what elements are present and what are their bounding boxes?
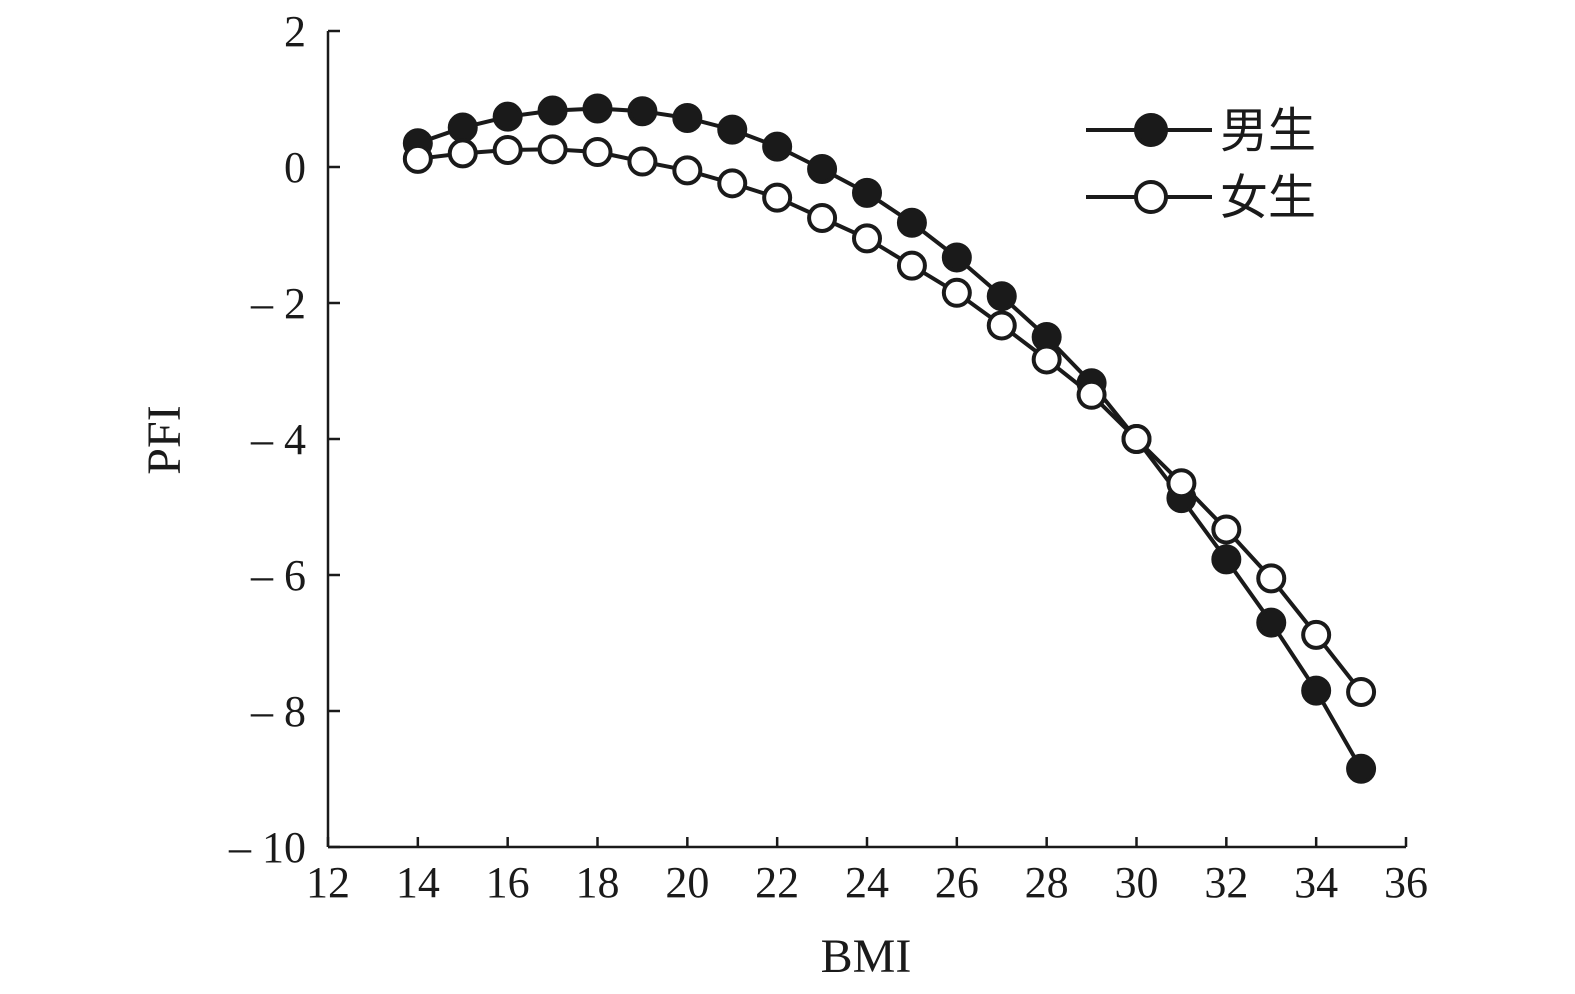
legend-marker [1134, 180, 1168, 214]
data-point [986, 281, 1017, 312]
data-point [762, 182, 793, 213]
data-point [1076, 379, 1107, 410]
y-axis-title: PFI [138, 405, 191, 474]
series-female [402, 134, 1377, 707]
legend-label: 男生 [1220, 105, 1316, 158]
x-tick-label: 14 [396, 858, 440, 907]
data-point [447, 138, 478, 169]
data-point [1121, 424, 1152, 454]
legend-marker [1134, 113, 1168, 147]
data-point [1211, 514, 1242, 545]
data-point [447, 112, 478, 143]
y-tick-label: – 10 [228, 823, 306, 872]
y-tick-label: – 4 [250, 415, 306, 464]
data-point [537, 134, 568, 165]
x-tick-label: 32 [1204, 858, 1248, 907]
data-point [627, 146, 658, 177]
x-tick-label: 36 [1384, 858, 1428, 907]
data-point [762, 131, 793, 162]
x-tick-label: 28 [1025, 858, 1069, 907]
data-point [1346, 753, 1377, 784]
series-male [402, 93, 1377, 784]
data-point [896, 207, 927, 238]
x-tick-label: 18 [576, 858, 620, 907]
legend-label: 女生 [1220, 172, 1316, 225]
x-tick-label: 16 [486, 858, 530, 907]
y-tick-label: 0 [284, 143, 306, 192]
data-point [717, 168, 748, 199]
data-point [672, 155, 703, 186]
data-point [807, 154, 838, 185]
data-point [986, 310, 1017, 341]
data-point [896, 250, 927, 281]
data-point [402, 143, 433, 174]
data-point [1301, 619, 1332, 650]
data-point [852, 177, 882, 208]
series-line [417, 147, 1363, 694]
data-point [1211, 544, 1242, 575]
data-point [1256, 563, 1287, 594]
data-point [717, 114, 748, 145]
x-tick-label: 20 [665, 858, 709, 907]
x-tick-label: 34 [1294, 858, 1338, 907]
data-point [1256, 607, 1287, 638]
data-point [1346, 676, 1377, 707]
data-point [582, 93, 613, 124]
data-point [1166, 468, 1197, 499]
x-tick-label: 22 [755, 858, 799, 907]
data-point [672, 103, 703, 134]
data-point [941, 277, 972, 308]
data-point [941, 242, 972, 273]
data-point [582, 137, 613, 168]
data-point [627, 96, 658, 127]
series-layer [402, 93, 1377, 784]
x-tick-label: 30 [1115, 858, 1159, 907]
data-point [1301, 675, 1332, 706]
y-tick-label: – 6 [250, 551, 306, 600]
data-point [492, 135, 523, 165]
series-line [417, 106, 1363, 770]
x-axis-title: BMI [821, 930, 912, 983]
y-tick-label: – 8 [250, 687, 306, 736]
y-tick-label: – 2 [250, 279, 306, 328]
x-tick-label: 26 [935, 858, 979, 907]
legend-item: 男生 [1086, 105, 1316, 158]
x-tick-label: 12 [306, 858, 350, 907]
data-point [492, 101, 523, 132]
x-tick-label: 24 [845, 858, 889, 907]
y-tick-label: 2 [284, 7, 306, 56]
data-point [807, 203, 838, 233]
data-point [852, 223, 882, 254]
legend-item: 女生 [1086, 172, 1316, 225]
data-point [537, 95, 568, 126]
data-point [1031, 344, 1062, 375]
